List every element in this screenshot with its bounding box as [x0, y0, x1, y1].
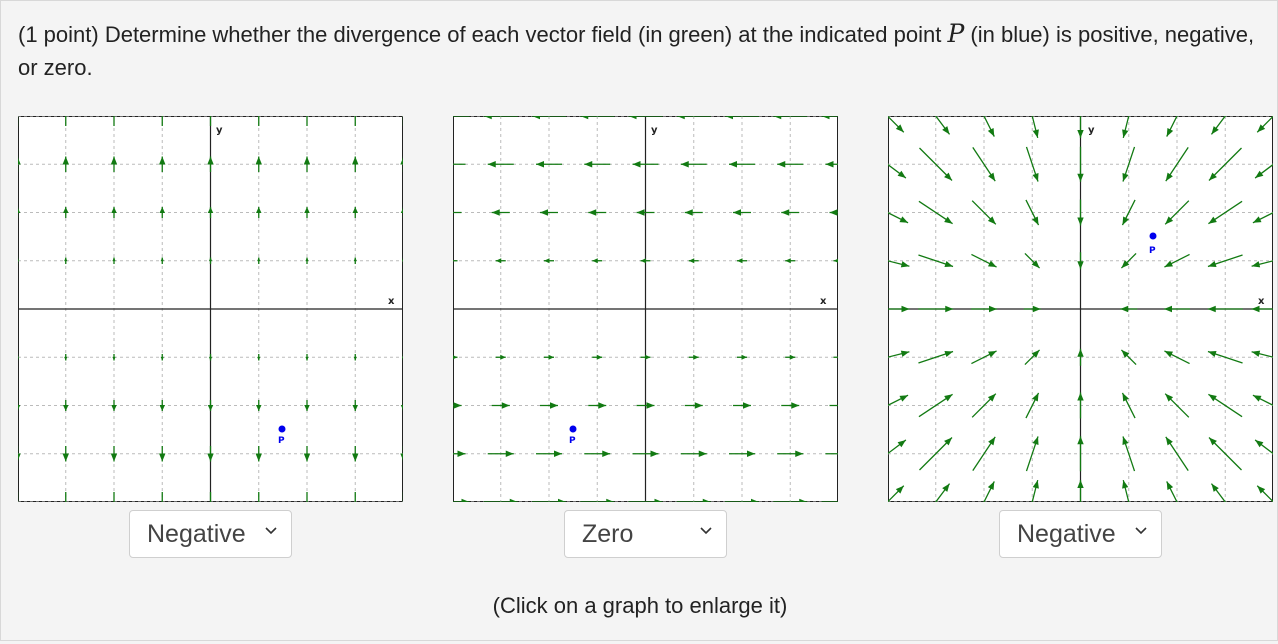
vector-field-plot-1: x y P: [18, 116, 403, 502]
point-p: [570, 426, 577, 433]
enlarge-hint: (Click on a graph to enlarge it): [1, 593, 1278, 619]
divergence-select-2[interactable]: Zero: [564, 510, 727, 558]
x-axis-label: x: [388, 296, 395, 307]
y-axis-label: y: [1088, 125, 1095, 136]
vector-field-plot-3: x y P: [888, 116, 1273, 502]
x-axis-label: x: [1258, 296, 1265, 307]
point-p: [1150, 233, 1157, 240]
divergence-select-3[interactable]: Negative: [999, 510, 1162, 558]
y-axis-label: y: [216, 125, 223, 136]
graph-1[interactable]: x y P: [18, 116, 403, 502]
selected-value: Zero: [582, 520, 633, 549]
divergence-select-1[interactable]: Negative: [129, 510, 292, 558]
vector-field-plot-2: x y P: [453, 116, 838, 502]
chevron-down-icon: [700, 527, 712, 535]
point-p: [279, 426, 286, 433]
x-axis-label: x: [820, 296, 827, 307]
y-axis-label: y: [651, 125, 658, 136]
question-text: (1 point) Determine whether the divergen…: [18, 17, 1258, 84]
selected-value: Negative: [1017, 520, 1116, 549]
selected-value: Negative: [147, 520, 246, 549]
chevron-down-icon: [1135, 527, 1147, 535]
chevron-down-icon: [265, 527, 277, 535]
point-p-label: P: [1149, 246, 1156, 256]
graph-3[interactable]: x y P: [888, 116, 1273, 502]
point-p-label: P: [569, 436, 576, 446]
point-variable: P: [947, 19, 964, 48]
question-prefix: (1 point) Determine whether the divergen…: [18, 22, 941, 47]
graph-2[interactable]: x y P: [453, 116, 838, 502]
point-p-label: P: [278, 436, 285, 446]
